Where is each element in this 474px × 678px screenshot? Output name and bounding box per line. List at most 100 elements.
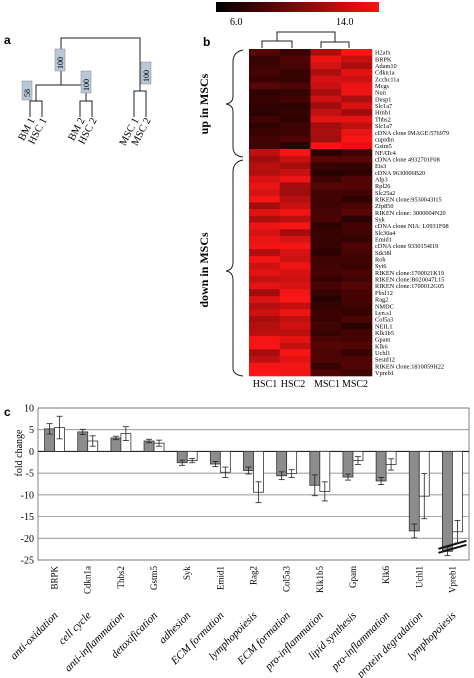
bootstrap-value: 100 (56, 57, 65, 69)
gene-label: Adam10 (375, 63, 397, 70)
gene-label: Cdkn1a (375, 70, 395, 77)
heatmap-cell (249, 295, 281, 303)
panel-a: a 58 100 100 100 (4, 33, 154, 148)
bar (442, 451, 453, 552)
heatmap-cell (341, 182, 373, 190)
gene-tick-label: Klk6 (381, 566, 391, 585)
gene-label: Col5a3 (375, 317, 393, 324)
gene-tick-label: Rag2 (249, 566, 259, 585)
heatmap-cell (310, 189, 342, 197)
bootstrap-value: 100 (142, 70, 151, 82)
color-scale-min: 6.0 (230, 17, 243, 28)
gene-tick-label: Klk1b5 (315, 566, 325, 594)
heatmap-cell (341, 355, 373, 363)
gene-label: Klk6 (375, 343, 388, 350)
heatmap-cell (249, 222, 281, 230)
heatmap-cell (279, 329, 311, 337)
heatmap-cell (279, 109, 311, 117)
heatmap (249, 49, 373, 377)
heatmap-cell (341, 202, 373, 210)
y-tick-label: 10 (24, 404, 34, 415)
gene-label: RIKEN clone:1700012G05 (375, 283, 444, 290)
heatmap-cell (341, 295, 373, 303)
heatmap-cell (310, 135, 342, 143)
color-scale-bar (216, 2, 379, 12)
bootstrap-box: 58 (21, 80, 33, 101)
panel-c-letter: c (4, 405, 11, 419)
heatmap-cell (249, 335, 281, 343)
gene-label: Gstm5 (375, 143, 392, 150)
heatmap-cell (279, 309, 311, 317)
gene-tick-label: Emid1 (215, 566, 225, 590)
gene-label: cDNA clone 9330154I19 (375, 243, 438, 250)
heatmap-cell (279, 235, 311, 243)
heatmap-cell (279, 75, 311, 83)
panel-b-letter: b (203, 35, 210, 49)
gene-tick-label: Cdkn1a (83, 566, 93, 594)
panel-b: b 6.0 14.0 up in MSCs down in MSCs H2afx… (197, 2, 449, 390)
heatmap-cell (310, 209, 342, 217)
heatmap-cell (279, 169, 311, 177)
heatmap-cell (249, 249, 281, 257)
gene-tick-label: Gstm5 (149, 566, 159, 591)
heatmap-cell (249, 282, 281, 290)
panel-a-letter: a (4, 33, 11, 47)
heatmap-cell (341, 155, 373, 163)
heatmap-cell (310, 95, 342, 103)
heatmap-cell (310, 115, 342, 123)
heatmap-cell (341, 282, 373, 290)
heatmap-cell (310, 255, 342, 263)
heatmap-cell (279, 255, 311, 263)
heatmap-cell (310, 149, 342, 157)
heatmap-cell (341, 189, 373, 197)
bracket-up (225, 49, 244, 158)
y-tick-label: -15 (21, 512, 34, 523)
heatmap-cell (310, 349, 342, 357)
heatmap-cell (249, 155, 281, 163)
heatmap-cell (279, 355, 311, 363)
column-label: MSC2 (342, 379, 368, 390)
heatmap-cell (310, 369, 342, 377)
heatmap-cell (249, 69, 281, 76)
gene-label: Slc1a7 (375, 123, 392, 130)
gene-label: Mcgs (375, 83, 390, 90)
heatmap-cell (341, 249, 373, 257)
heatmap-cell (249, 142, 281, 150)
heatmap-cell (279, 269, 311, 277)
heatmap-cell (249, 369, 281, 377)
heatmap-cell (279, 249, 311, 257)
heatmap-cell (279, 69, 311, 76)
gene-label: cDNA clone NIA: L0931F08 (375, 223, 449, 230)
heatmap-cell (249, 315, 281, 323)
heatmap-cell (341, 75, 373, 83)
heatmap-cell (279, 162, 311, 170)
gene-tick-label: Thbs2 (116, 566, 126, 589)
heatmap-cell (310, 249, 342, 257)
heatmap-cell (310, 82, 342, 90)
heatmap-cell (341, 195, 373, 203)
gene-label: Slc30a4 (375, 230, 396, 237)
heatmap-cell (249, 55, 281, 63)
heatmap-cell (249, 82, 281, 90)
heatmap-cell (279, 362, 311, 370)
heatmap-cell (249, 209, 281, 217)
heatmap-cell (249, 309, 281, 317)
heatmap-cell (279, 115, 311, 123)
gene-labels: H2afxBRPKAdam10Cdkn1aZcchc11aMcgsNunDusp… (375, 50, 449, 377)
color-scale-max: 14.0 (336, 17, 354, 28)
heatmap-cell (279, 142, 311, 150)
heatmap-cell (310, 49, 342, 56)
heatmap-cell (310, 242, 342, 250)
heatmap-cell (279, 122, 311, 130)
heatmap-cell (341, 269, 373, 277)
heatmap-cell (279, 275, 311, 283)
heatmap-cell (249, 355, 281, 363)
heatmap-cell (279, 95, 311, 103)
heatmap-cell (341, 342, 373, 350)
gene-tick-label: Vpreb1 (447, 566, 457, 593)
heatmap-cell (341, 362, 373, 370)
gene-tick-label: Syk (182, 566, 192, 581)
gene-label: H2afx (375, 50, 392, 57)
heatmap-cell (249, 215, 281, 223)
gene-label: NEIL1 (375, 323, 393, 330)
